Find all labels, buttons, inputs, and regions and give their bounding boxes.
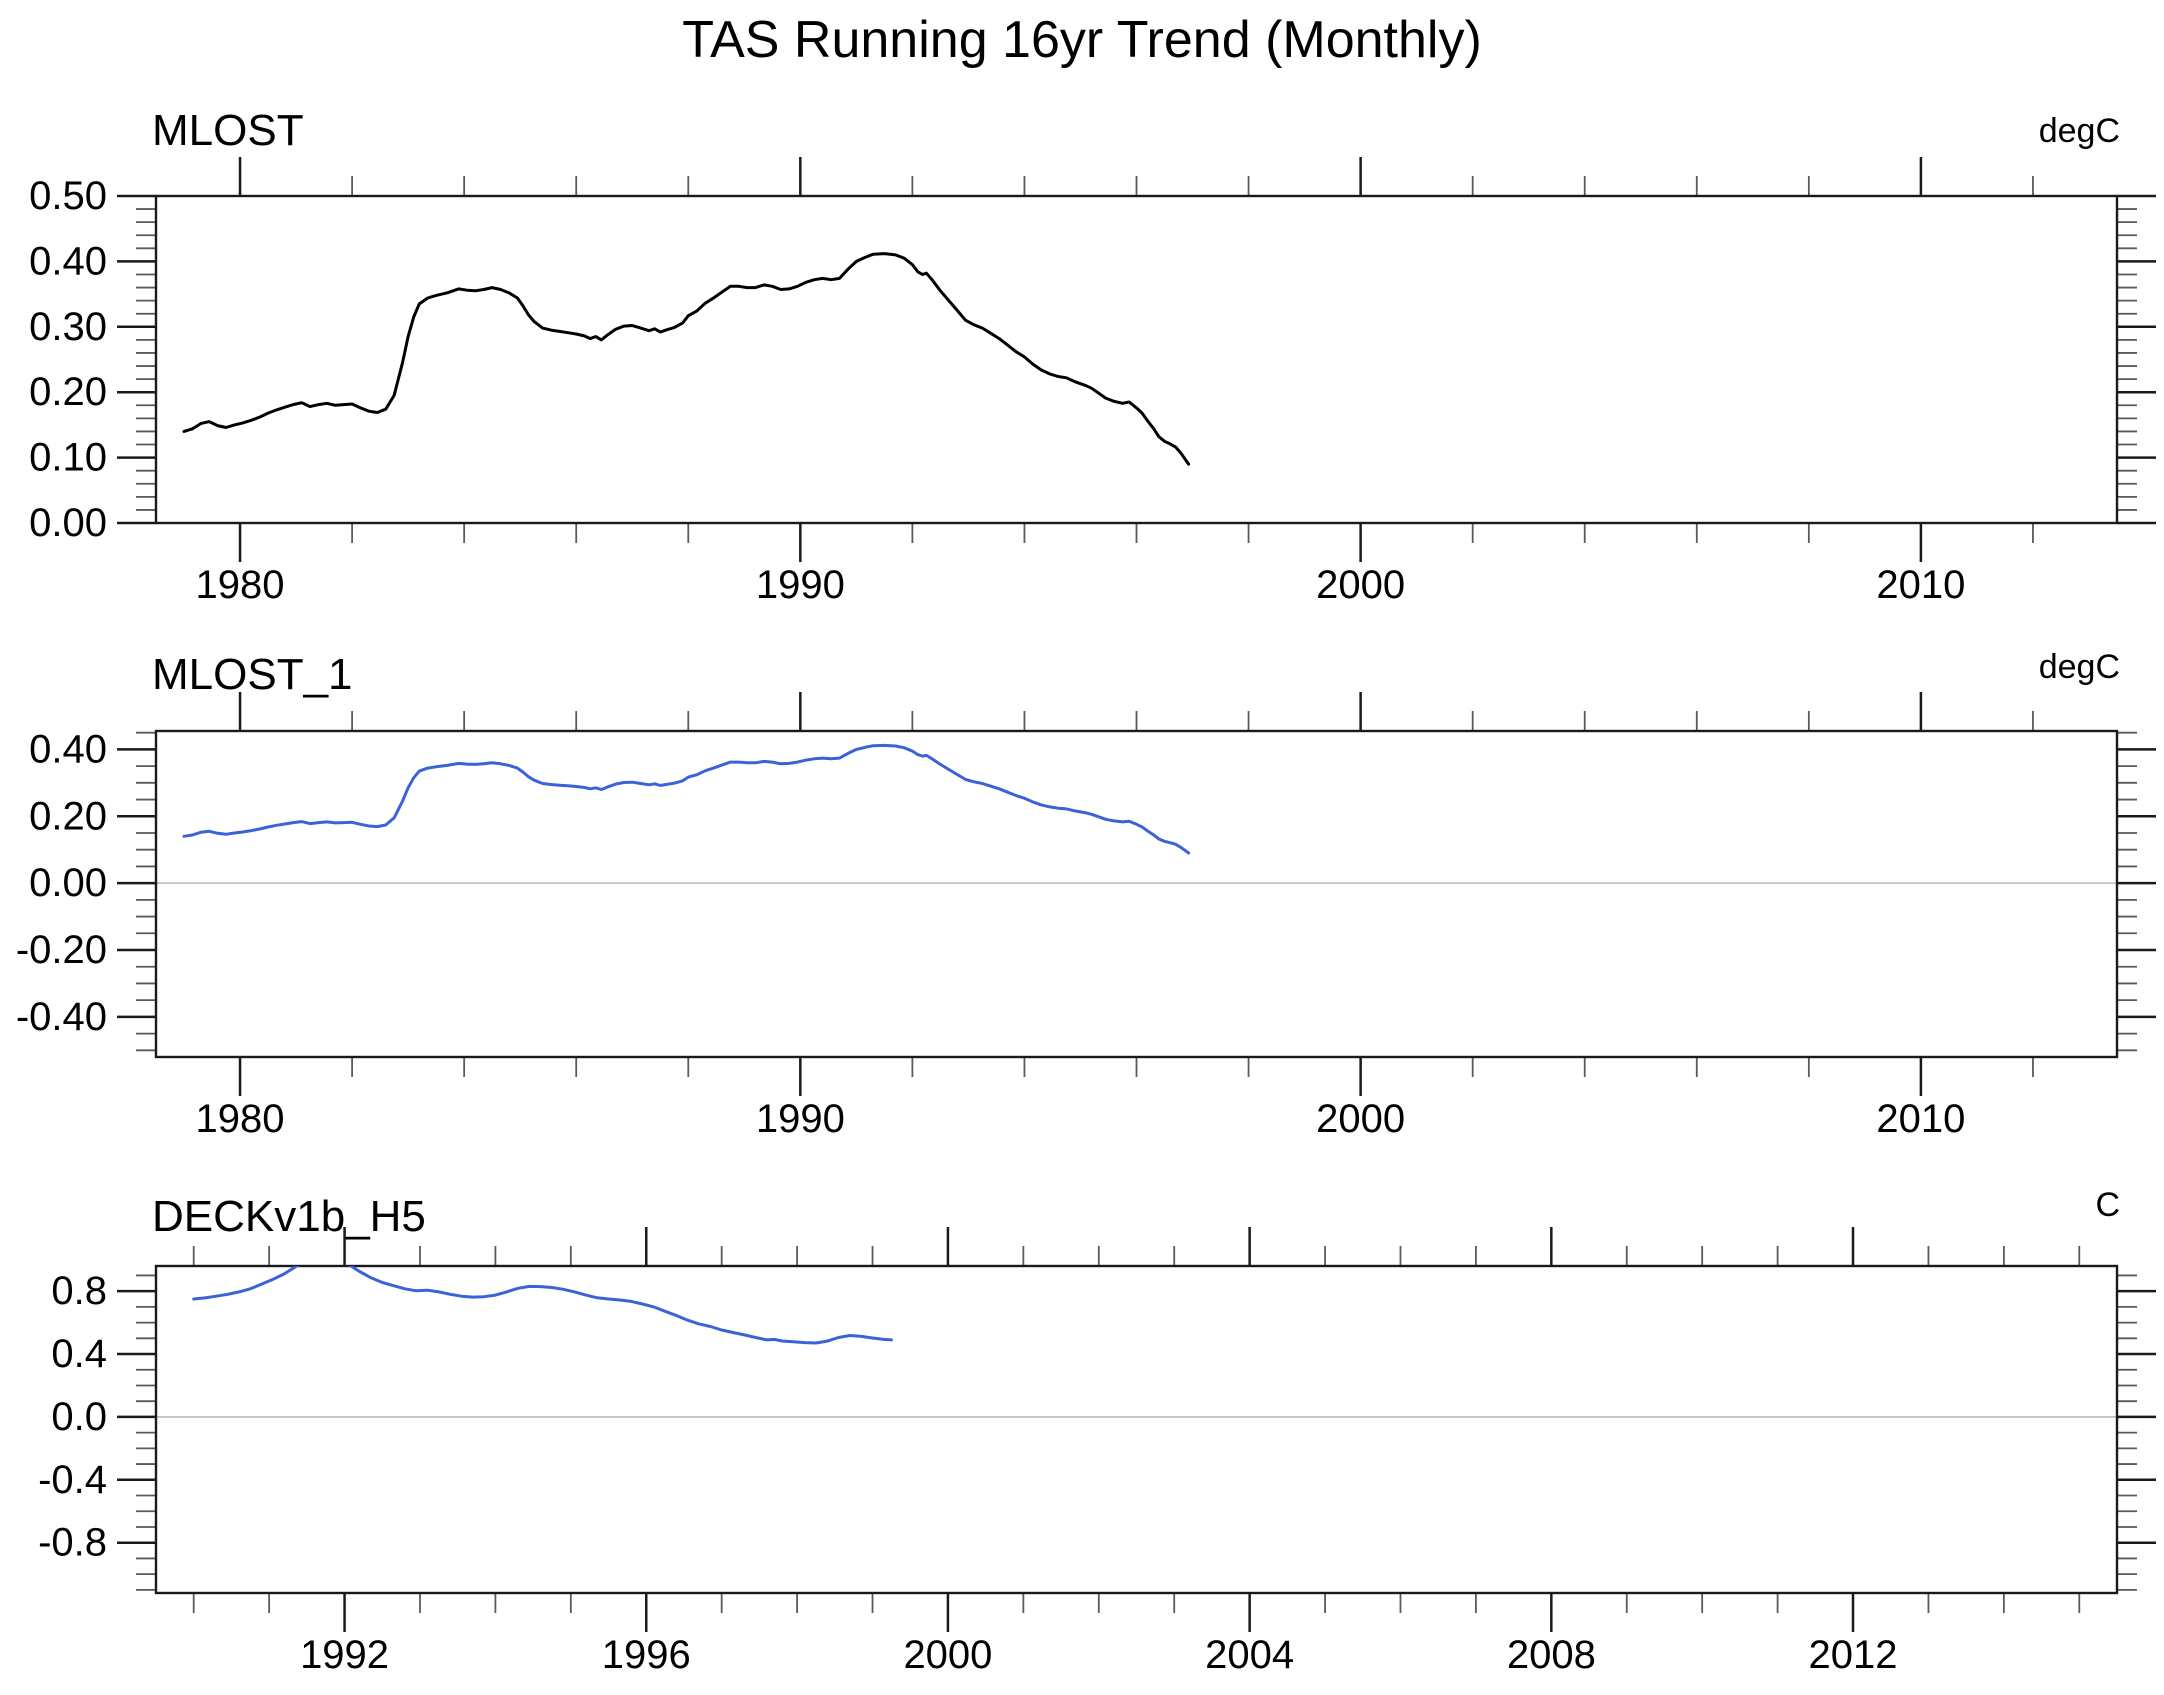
y-tick-label: 0.50 [29, 174, 107, 218]
panel-plot-mlost: 0.50 0.40 0.30 0.20 0.10 0.00 1980 1990 2000 2010 [29, 157, 2156, 607]
series-line-mlost [182, 252, 1191, 466]
x-tick-label: 2004 [1205, 1633, 1294, 1677]
series-line-deckv1b-h5 [192, 1266, 893, 1345]
y-tick-label: 0.20 [29, 370, 107, 414]
y-tick-label: -0.20 [16, 928, 107, 972]
x-tick-label: 2000 [903, 1633, 992, 1677]
x-tick-label: 1992 [300, 1633, 389, 1677]
plot-frame [154, 729, 2119, 1059]
series-line-mlost-1 [182, 743, 1191, 855]
x-tick-label: 2000 [1316, 563, 1405, 607]
figure-title: TAS Running 16yr Trend (Monthly) [682, 11, 1482, 69]
panel-unit-deckv1b-h5: C [2095, 1186, 2120, 1224]
y-tick-label: 0.00 [29, 861, 107, 905]
panel-title-deckv1b-h5: DECKv1b_H5 [152, 1192, 426, 1241]
x-tick-label: 1996 [602, 1633, 691, 1677]
plot-frame [154, 1264, 2119, 1595]
y-tick-label: 0.40 [29, 239, 107, 283]
y-tick-label: 0.8 [51, 1269, 107, 1313]
plot-frame [154, 194, 2119, 525]
x-tick-label: 1990 [756, 1097, 845, 1141]
x-tick-label: 2010 [1876, 563, 1965, 607]
x-tick-label: 1980 [196, 1097, 285, 1141]
x-tick-label: 2008 [1507, 1633, 1596, 1677]
y-tick-label: 0.20 [29, 794, 107, 838]
y-tick-label: 0.0 [51, 1395, 107, 1439]
x-tick-label: 2012 [1809, 1633, 1898, 1677]
panel-title-mlost-1: MLOST_1 [152, 650, 353, 699]
panel-title-mlost: MLOST [152, 106, 304, 155]
y-tick-label: 0.10 [29, 436, 107, 480]
panel-plot-mlost-1: 0.40 0.20 0.00 -0.20 -0.40 1980 1990 2000 2010 [16, 692, 2156, 1141]
y-tick-label: -0.4 [38, 1458, 107, 1502]
y-tick-label: -0.8 [38, 1521, 107, 1565]
y-tick-label: -0.40 [16, 995, 107, 1039]
x-tick-label: 2010 [1876, 1097, 1965, 1141]
panel-unit-mlost: degC [2038, 112, 2120, 150]
x-tick-label: 1990 [756, 563, 845, 607]
x-tick-label: 2000 [1316, 1097, 1405, 1141]
y-tick-label: 0.4 [51, 1332, 107, 1376]
y-tick-label: 0.00 [29, 501, 107, 545]
y-tick-label: 0.30 [29, 305, 107, 349]
panel-unit-mlost-1: degC [2038, 648, 2120, 686]
y-tick-label: 0.40 [29, 727, 107, 771]
panel-plot-deckv1b-h5: 0.8 0.4 0.0 -0.4 -0.8 1992 1996 2000 2004 2008 201… [38, 1227, 2156, 1677]
x-tick-label: 1980 [196, 563, 285, 607]
